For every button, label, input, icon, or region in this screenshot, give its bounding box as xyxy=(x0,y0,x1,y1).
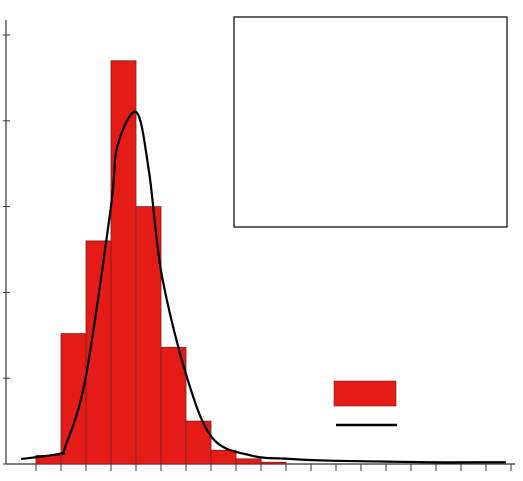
statistics-box xyxy=(233,16,508,228)
legend-bar-swatch xyxy=(333,380,397,407)
histogram-bar xyxy=(210,449,237,465)
histogram-bar xyxy=(135,206,162,465)
histogram-bar xyxy=(160,346,187,465)
histogram-bar xyxy=(60,333,87,465)
histogram-bar xyxy=(235,458,262,465)
density-curve xyxy=(20,110,507,464)
histogram-bar xyxy=(110,60,137,465)
y-axis xyxy=(3,20,10,465)
info-box-group xyxy=(233,16,508,228)
x-axis xyxy=(6,463,515,471)
histogram-bar xyxy=(185,420,212,465)
histogram-bar xyxy=(260,461,287,465)
density-curve-group xyxy=(20,110,507,464)
legend xyxy=(333,380,397,427)
